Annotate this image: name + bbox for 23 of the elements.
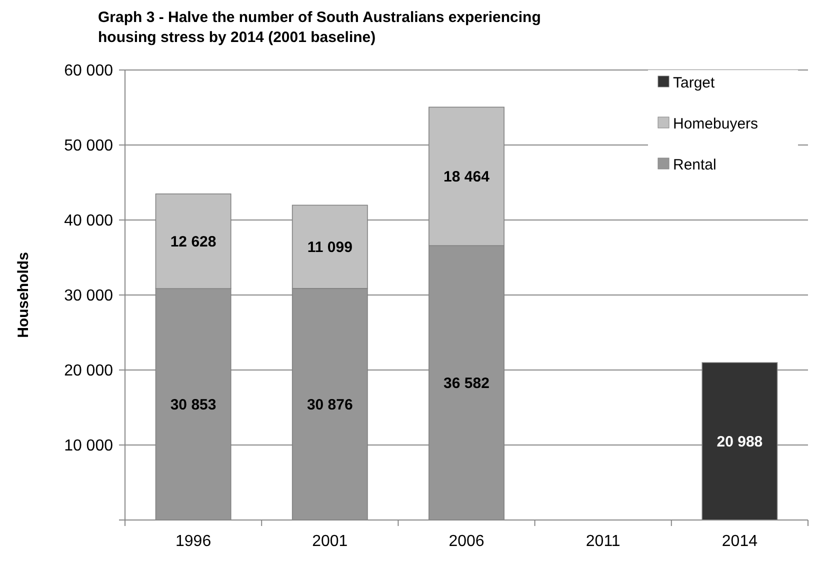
data-label: 30 853 xyxy=(170,396,216,414)
y-tick-label: 60 000 xyxy=(64,62,114,80)
data-label: 20 988 xyxy=(716,434,763,451)
legend-label: Homebuyers xyxy=(673,115,758,132)
x-tick-label: 2014 xyxy=(722,533,758,550)
data-label: 18 464 xyxy=(444,168,490,186)
y-tick-label: 50 000 xyxy=(64,138,114,155)
data-label: 12 628 xyxy=(170,233,216,250)
x-tick-label: 2001 xyxy=(312,533,348,550)
data-label: 11 099 xyxy=(307,239,352,256)
legend-label: Target xyxy=(673,74,716,92)
y-tick-label: 10 000 xyxy=(64,438,114,455)
x-tick-label: 1996 xyxy=(176,533,212,550)
x-tick-label: 2011 xyxy=(586,533,620,550)
x-tick-label: 2006 xyxy=(448,533,484,550)
y-tick-label: 30 000 xyxy=(64,288,114,305)
data-label: 30 876 xyxy=(306,396,353,414)
legend-label: Rental xyxy=(673,156,716,174)
y-tick-label: 20 000 xyxy=(64,362,114,380)
y-tick-label: 40 000 xyxy=(64,212,114,230)
chart-title: Graph 3 - Halve the number of South Australians experiencing housing stress by 2014 (2001 baseline) xyxy=(98,9,541,46)
y-axis-title: Households xyxy=(15,252,32,338)
data-label: 36 582 xyxy=(444,375,490,392)
